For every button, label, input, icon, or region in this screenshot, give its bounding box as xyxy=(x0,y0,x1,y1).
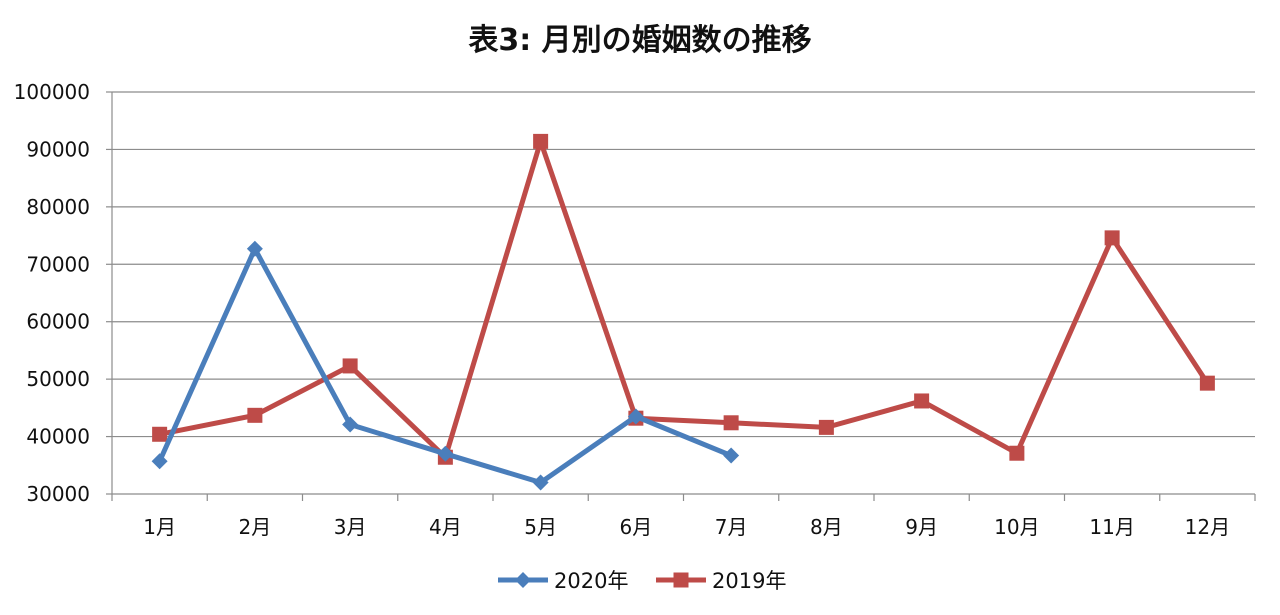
series-2019-point xyxy=(1009,445,1025,461)
x-tick-label: 4月 xyxy=(429,515,462,539)
series-2019-line xyxy=(159,138,1210,460)
legend-2020-marker xyxy=(515,572,531,588)
legend: 2020年 2019年 xyxy=(498,569,786,593)
x-tick-label: 1月 xyxy=(143,515,176,539)
x-tick-label: 6月 xyxy=(620,515,653,539)
y-tick-label: 100000 xyxy=(14,80,90,104)
series-group xyxy=(151,133,1215,491)
x-tick-label: 12月 xyxy=(1185,515,1230,539)
y-tick-label: 50000 xyxy=(26,367,90,391)
y-tick-label: 40000 xyxy=(26,425,90,449)
series-2019-point xyxy=(247,407,263,423)
series-2019-point xyxy=(152,426,168,442)
series-2020-point xyxy=(151,453,168,470)
x-tick-label: 2月 xyxy=(239,515,272,539)
x-tick-label: 7月 xyxy=(715,515,748,539)
x-tick-label: 5月 xyxy=(524,515,557,539)
series-2020-point xyxy=(532,474,549,491)
series-2020-point xyxy=(246,240,263,257)
x-axis-tick-labels: 1月 2月 3月 4月 5月 6月 7月 8月 9月 10月 11月 12月 xyxy=(143,515,1230,539)
axes xyxy=(106,91,1256,501)
series-2019-point xyxy=(723,415,739,431)
x-tick-label: 9月 xyxy=(905,515,938,539)
series-2019-point xyxy=(818,419,834,435)
y-tick-label: 80000 xyxy=(26,195,90,219)
legend-2019-label: 2019年 xyxy=(712,569,786,593)
x-tick-label: 10月 xyxy=(994,515,1039,539)
series-2019-point xyxy=(1199,375,1215,391)
legend-2020-label: 2020年 xyxy=(554,569,628,593)
series-2019-point xyxy=(914,393,930,409)
y-tick-label: 30000 xyxy=(26,482,90,506)
series-2019-point xyxy=(533,133,549,149)
series-2020-point xyxy=(342,416,359,433)
series-2020-point xyxy=(437,445,454,462)
chart-title: 表3: 月別の婚姻数の推移 xyxy=(468,23,811,58)
series-2019-point xyxy=(1104,230,1120,246)
series-2020-point xyxy=(723,447,740,464)
series-2020-point xyxy=(627,408,644,425)
series-2019-point xyxy=(342,358,358,374)
y-axis-tick-labels: 30000 40000 50000 60000 70000 80000 90000 10000… xyxy=(14,80,90,506)
x-tick-label: 3月 xyxy=(334,515,367,539)
x-tick-label: 8月 xyxy=(810,515,843,539)
x-tick-label: 11月 xyxy=(1089,515,1134,539)
y-tick-label: 70000 xyxy=(26,252,90,276)
gridlines xyxy=(112,91,1255,438)
legend-2019-marker xyxy=(673,572,689,588)
y-tick-label: 90000 xyxy=(26,137,90,161)
y-tick-label: 60000 xyxy=(26,310,90,334)
